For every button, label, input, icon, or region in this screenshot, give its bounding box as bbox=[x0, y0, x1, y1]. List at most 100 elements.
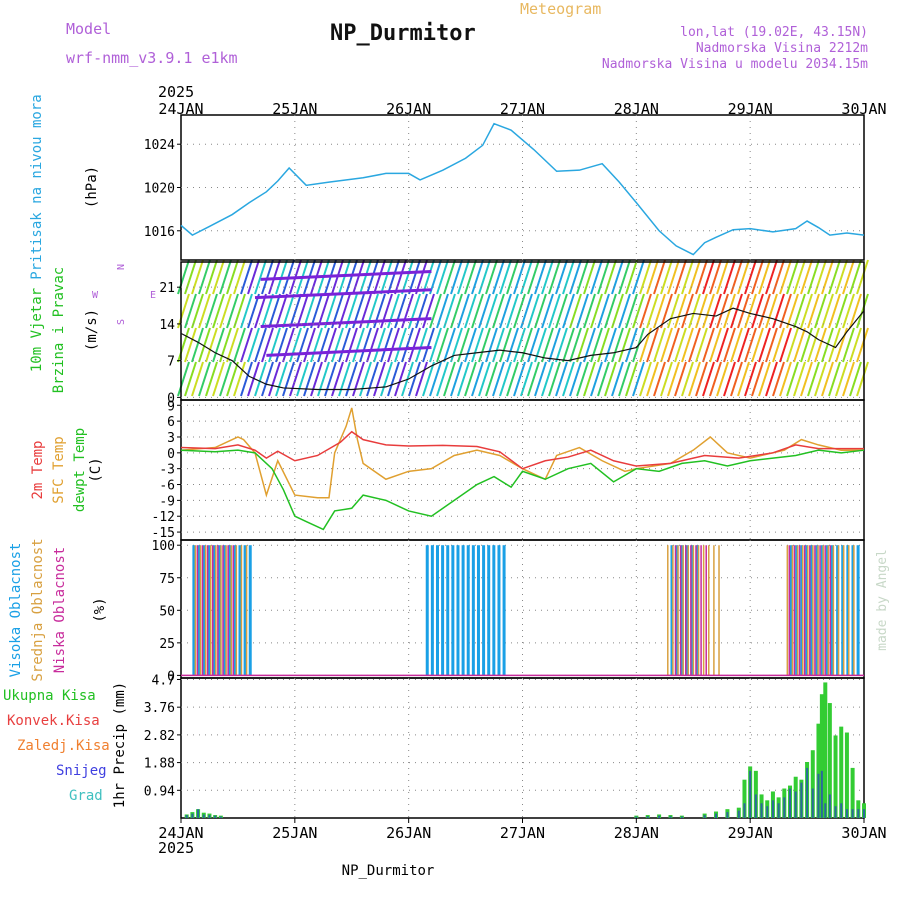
x-tick-label-top: 28JAN bbox=[614, 100, 659, 118]
wind-barb bbox=[268, 361, 281, 397]
high-cloud-bar bbox=[192, 545, 196, 676]
model-altitude-label: Nadmorska Visina u modelu 2034.15m bbox=[601, 57, 868, 72]
wind-barb bbox=[744, 327, 757, 363]
wind-barb bbox=[233, 293, 246, 329]
wind-barb bbox=[429, 293, 442, 329]
wind-barb bbox=[380, 259, 393, 295]
wind-barb bbox=[450, 293, 463, 329]
wind-barb bbox=[478, 293, 491, 329]
wind-barb bbox=[758, 293, 771, 329]
wind-barb bbox=[744, 259, 757, 295]
y-tick-label: 0.94 bbox=[144, 784, 175, 799]
wind-barb bbox=[632, 259, 645, 295]
precip-total-bar bbox=[742, 779, 747, 818]
wind-barb bbox=[394, 361, 407, 397]
wind-barb bbox=[513, 293, 526, 329]
precip-snow-bar bbox=[214, 815, 217, 818]
wind-barb bbox=[555, 293, 568, 329]
high-cloud-bar bbox=[836, 545, 840, 676]
wind-barb bbox=[240, 361, 253, 397]
wind-barb bbox=[730, 259, 743, 295]
wind-barb bbox=[723, 259, 736, 295]
precip-snow-bar bbox=[789, 788, 792, 818]
wind-barb bbox=[331, 361, 344, 397]
wind-barb bbox=[758, 259, 771, 295]
precip-snow-bar bbox=[851, 809, 854, 818]
y-tick-label: 1.88 bbox=[144, 757, 175, 772]
wind-barb bbox=[387, 361, 400, 397]
wind-barb bbox=[401, 293, 414, 329]
high-cloud-bar bbox=[202, 545, 206, 676]
wind-barb bbox=[387, 293, 400, 329]
wind-barb bbox=[191, 327, 204, 363]
wind-barb bbox=[793, 327, 806, 363]
wind-barb bbox=[569, 361, 582, 397]
wind-barb bbox=[849, 327, 862, 363]
wind-barb bbox=[688, 293, 701, 329]
x-tick-label-top: 30JAN bbox=[841, 100, 886, 118]
precip-snow-bar bbox=[208, 815, 211, 818]
wind-barb bbox=[492, 361, 505, 397]
wind-barb bbox=[485, 361, 498, 397]
wind-barb bbox=[590, 293, 603, 329]
wind-barb bbox=[415, 259, 428, 295]
wind-barb bbox=[821, 293, 834, 329]
wind-barb bbox=[303, 361, 316, 397]
coordinates-label: lon,lat (19.02E, 43.15N) bbox=[680, 25, 868, 40]
pressure-axis-unit: (hPa) bbox=[84, 166, 100, 208]
wind-barb bbox=[856, 327, 869, 363]
wind-barb bbox=[779, 361, 792, 397]
wind-barb bbox=[457, 259, 470, 295]
wind-barb bbox=[366, 327, 379, 363]
wind-barb bbox=[541, 293, 554, 329]
wind-barb bbox=[184, 327, 197, 363]
precip-snow-bar bbox=[197, 809, 200, 818]
wind-barb bbox=[618, 327, 631, 363]
wind-barb bbox=[296, 293, 309, 329]
wind-barb bbox=[779, 327, 792, 363]
y-tick-label: 100 bbox=[152, 539, 175, 554]
y-tick-label: 1016 bbox=[144, 225, 175, 240]
wind-barb bbox=[422, 361, 435, 397]
wind-barb bbox=[716, 293, 729, 329]
wind-barb bbox=[282, 361, 295, 397]
wind-barb bbox=[261, 259, 274, 295]
wind-barb bbox=[842, 361, 855, 397]
wind-barb bbox=[786, 327, 799, 363]
wind-barb bbox=[275, 293, 288, 329]
wind-barb bbox=[408, 293, 421, 329]
x-tick-label-bottom: 29JAN bbox=[728, 824, 773, 842]
wind-barb bbox=[695, 293, 708, 329]
precip-snow-bar bbox=[715, 813, 718, 818]
year-label-top: 2025 bbox=[158, 83, 194, 101]
clouds-panel-frame bbox=[180, 539, 865, 679]
high-cloud-bar bbox=[675, 545, 679, 676]
wind-barb bbox=[450, 361, 463, 397]
wind-barb-row bbox=[254, 288, 432, 300]
precip-total-bar bbox=[753, 770, 758, 818]
wind-barb bbox=[800, 293, 813, 329]
wind-barb bbox=[758, 361, 771, 397]
wind-barb bbox=[205, 259, 218, 295]
wind-barb bbox=[842, 327, 855, 363]
wind-barb bbox=[226, 293, 239, 329]
watermark-label: made by Angel bbox=[875, 549, 890, 651]
wind-barb bbox=[492, 293, 505, 329]
wind-barb bbox=[226, 361, 239, 397]
y-tick-label: 14 bbox=[159, 318, 175, 333]
wind-barb bbox=[807, 293, 820, 329]
wind-barb bbox=[723, 361, 736, 397]
wind-barb bbox=[499, 293, 512, 329]
wind-barb bbox=[478, 361, 491, 397]
precip-snow-bar bbox=[811, 788, 814, 818]
wind-barb bbox=[373, 259, 386, 295]
wind-barb bbox=[681, 259, 694, 295]
wind-barb bbox=[436, 327, 449, 363]
high-cloud-bar bbox=[790, 545, 794, 676]
wind-barb bbox=[373, 327, 386, 363]
precip-snow-label: Snijeg bbox=[56, 763, 107, 779]
y-tick-label: -12 bbox=[152, 510, 175, 525]
x-tick-label-bottom: 30JAN bbox=[841, 824, 886, 842]
wind-barb bbox=[275, 361, 288, 397]
